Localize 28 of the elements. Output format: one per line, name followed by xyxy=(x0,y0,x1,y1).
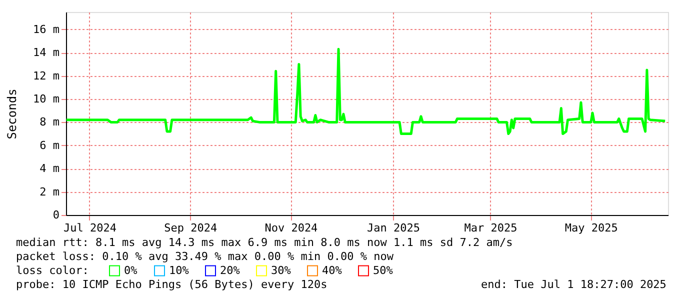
legend-label: 20% xyxy=(220,264,240,277)
y-axis-title: Seconds xyxy=(5,88,20,140)
y-tick-label: 0 xyxy=(52,208,60,222)
x-tick-label: Jan 2025 xyxy=(366,222,420,234)
y-tick-label: 12 m xyxy=(33,69,60,82)
y-tick-label: 4 m xyxy=(40,162,60,176)
legend-label: 50% xyxy=(373,264,394,277)
x-tick-label: Jul 2024 xyxy=(63,222,117,234)
x-tick-label: Mar 2025 xyxy=(464,222,518,234)
line-series xyxy=(65,48,666,136)
legend-label: 40% xyxy=(322,264,342,277)
y-tick-label: 16 m xyxy=(33,22,60,36)
text: end: Tue Jul 1 18:27:00 2025 xyxy=(481,278,666,291)
y-tick-label: 2 m xyxy=(40,185,60,198)
y-tick-label: 6 m xyxy=(40,138,60,152)
text: median rtt: 8.1 ms avg 14.3 ms max 6.9 ms min 8.0 ms now 1.1 ms sd 7.2 am/s xyxy=(16,236,513,249)
y-tick-label: 10 m xyxy=(33,92,60,106)
legend-label: 0% xyxy=(124,264,138,277)
text: probe: 10 ICMP Echo Pings (56 Bytes) every 120s xyxy=(16,278,328,291)
y-tick-label: 8 m xyxy=(40,116,60,129)
x-tick-label: May 2025 xyxy=(564,222,618,234)
x-tick-label: Sep 2024 xyxy=(164,222,218,234)
legend-title: loss color: xyxy=(16,264,89,277)
x-tick-label: Nov 2024 xyxy=(264,222,318,234)
legend-label: 10% xyxy=(169,264,190,277)
legend-label: 30% xyxy=(271,264,292,277)
y-tick-label: 14 m xyxy=(33,46,60,60)
text: packet loss: 0.10 % avg 33.49 % max 0.00 % min 0.00 % now xyxy=(16,250,394,263)
